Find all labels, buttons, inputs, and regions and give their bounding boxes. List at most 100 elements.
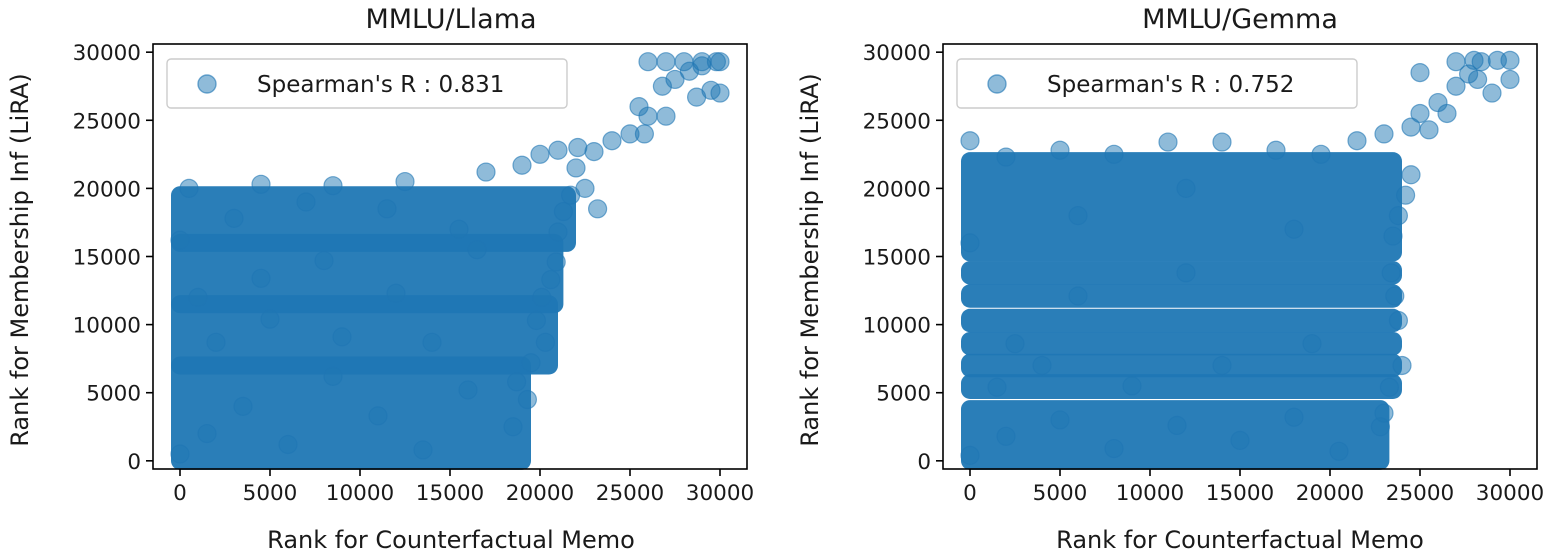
scatter-point [1158, 132, 1178, 152]
scatter-point [638, 106, 658, 126]
scatter-point [1395, 185, 1416, 205]
scatter-point [1068, 206, 1088, 226]
scatter-point [512, 155, 532, 175]
scatter-point [449, 219, 469, 239]
scatter-point [476, 162, 496, 182]
y-tick-label: 0 [127, 450, 141, 475]
scatter-point [1104, 438, 1124, 459]
legend: Spearman's R : 0.752 [956, 58, 1358, 109]
scatter-point [1464, 50, 1484, 70]
x-tick-label: 10000 [1116, 481, 1184, 506]
scatter-point [233, 396, 253, 416]
legend-box [956, 58, 1358, 109]
scatter-point [197, 423, 217, 444]
y-tick-label: 30000 [73, 41, 141, 66]
point-band [961, 284, 1402, 308]
scatter-point [996, 147, 1016, 167]
scatter-point [1347, 131, 1367, 151]
scatter-point [386, 283, 406, 303]
legend: Spearman's R : 0.831 [166, 58, 568, 109]
scatter-point [553, 201, 574, 222]
scatter-point [710, 83, 730, 103]
y-tick-label: 10000 [73, 314, 141, 339]
scatter-point [548, 140, 568, 160]
scatter-point [224, 208, 244, 228]
scatter-point [314, 250, 334, 271]
y-tick-label: 0 [917, 450, 931, 475]
scatter-point [1388, 206, 1409, 226]
x-tick-label: 30000 [686, 481, 754, 506]
scatter-point [1467, 69, 1488, 90]
scatter-point [987, 377, 1007, 397]
x-tick-label: 0 [963, 481, 977, 506]
scatter-point [1374, 403, 1394, 423]
scatter-point [1032, 355, 1052, 376]
scatter-point [278, 434, 298, 455]
scatter-point [1482, 83, 1502, 103]
scatter-point [532, 287, 552, 307]
y-tick-label: 30000 [863, 41, 931, 66]
y-tick-label: 20000 [863, 177, 931, 202]
scatter-point [656, 106, 676, 126]
scatter-point [1437, 103, 1457, 124]
scatter-point [323, 366, 343, 386]
point-band [961, 400, 1390, 470]
scatter-point [395, 171, 415, 192]
scatter-point [960, 445, 980, 465]
scatter-point [656, 52, 676, 72]
scatter-point [1410, 63, 1430, 83]
scatter-point [1381, 263, 1401, 283]
scatter-point [665, 69, 685, 90]
x-tick-label: 25000 [596, 481, 664, 506]
x-tick-label: 0 [173, 481, 187, 506]
scatter-point [1005, 334, 1025, 354]
scatter-point [686, 87, 707, 107]
scatter-point [170, 230, 190, 250]
chart-title: MMLU/Gemma [1142, 4, 1338, 35]
scatter-point [251, 268, 271, 288]
scatter-point [1068, 286, 1088, 306]
scatter-point [526, 310, 547, 331]
legend-box [166, 58, 568, 109]
scatter-point [1500, 50, 1520, 70]
scatter-point [1311, 144, 1331, 164]
point-band [171, 233, 564, 314]
x-axis-label: Rank for Counterfactual Memo [1056, 526, 1424, 554]
y-tick-label: 25000 [863, 109, 931, 134]
scatter-point [296, 192, 316, 212]
x-tick-label: 10000 [326, 481, 394, 506]
scatter-point [422, 332, 442, 352]
scatter-point [458, 380, 478, 400]
y-tick-label: 5000 [86, 382, 141, 407]
x-tick-label: 20000 [506, 481, 574, 506]
point-band [171, 356, 531, 470]
x-tick-label: 25000 [1386, 481, 1454, 506]
y-axis-label: Rank for Membership Inf (LiRA) [796, 73, 824, 446]
scatter-point [602, 131, 622, 151]
scatter-point [1419, 120, 1439, 140]
scatter-point [1388, 310, 1409, 331]
scatter-point [1374, 124, 1394, 144]
scatter-point [1392, 355, 1412, 376]
scatter-point [575, 178, 595, 198]
scatter-point [506, 372, 527, 392]
scatter-point [1212, 132, 1232, 152]
y-tick-label: 15000 [73, 246, 141, 271]
legend-label: Spearman's R : 0.752 [1047, 72, 1294, 98]
scatter-point [413, 440, 433, 460]
scatter-point [566, 158, 586, 178]
scatter-point [467, 240, 487, 260]
x-tick-label: 5000 [1033, 481, 1088, 506]
y-axis-label: Rank for Membership Inf (LiRA) [6, 73, 34, 446]
scatter-points [960, 50, 1520, 470]
y-tick-label: 5000 [876, 382, 931, 407]
scatter-point [568, 137, 588, 158]
x-ticks: 0 5000 10000 15000 20000 25000 30000 [963, 469, 1544, 506]
scatter-points [170, 52, 730, 470]
scatter-point [521, 353, 541, 373]
y-tick-label: 10000 [863, 314, 931, 339]
point-band [961, 374, 1402, 399]
scatter-point [1446, 76, 1466, 96]
scatter-point [530, 144, 550, 164]
